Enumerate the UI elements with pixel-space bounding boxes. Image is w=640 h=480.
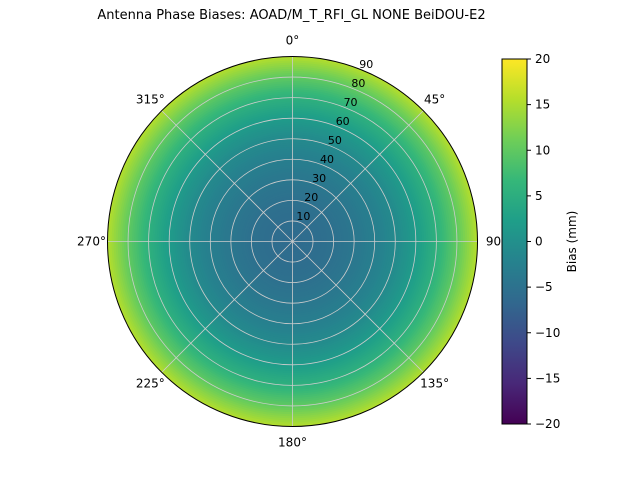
angular-tick-label: 315° xyxy=(136,92,165,106)
polar-grid xyxy=(107,56,478,427)
radial-tick-label: 30 xyxy=(312,172,326,185)
radial-tick-label: 40 xyxy=(320,153,334,166)
angular-tick-label: 135° xyxy=(420,377,449,391)
angular-tick-label: 0° xyxy=(286,34,300,48)
angular-tick-label: 225° xyxy=(136,377,165,391)
radial-tick-label: 70 xyxy=(344,96,358,109)
radial-tick-label: 10 xyxy=(296,210,310,223)
chart-title: Antenna Phase Biases: AOAD/M_T_RFI_GL NO… xyxy=(97,8,486,23)
colorbar-tick-label: 10 xyxy=(535,143,550,157)
radial-tick-label: 80 xyxy=(351,77,365,90)
radial-tick-label: 90 xyxy=(359,58,373,71)
colorbar-label: Bias (mm) xyxy=(565,211,579,273)
radial-tick-label: 20 xyxy=(304,191,318,204)
angular-gridline xyxy=(292,241,424,373)
plot-outline xyxy=(107,56,478,427)
colorbar-tick-label: 15 xyxy=(535,98,550,112)
colorbar-gradient xyxy=(501,58,528,425)
radial-tick-label: 60 xyxy=(336,115,350,128)
colorbar-tick-label: 0 xyxy=(535,235,543,249)
colorbar-tick-label: −5 xyxy=(535,280,553,294)
colorbar: 20 15 10 5 0 −5 −10 −15 −20 xyxy=(501,52,560,431)
angular-gridline xyxy=(161,110,293,242)
radial-tick-label: 50 xyxy=(328,134,342,147)
angular-tick-label: 45° xyxy=(424,92,445,106)
angular-tick-labels: 0° 45° 90 135° 180° 225° 270° 315° xyxy=(77,34,501,450)
angular-gridline xyxy=(292,110,424,242)
angular-gridline xyxy=(161,241,293,373)
angular-tick-label: 90 xyxy=(486,235,501,249)
colorbar-tick-label: −10 xyxy=(535,326,560,340)
angular-tick-label: 270° xyxy=(77,235,106,249)
colorbar-tick-label: −15 xyxy=(535,371,560,385)
colorbar-tick-label: −20 xyxy=(535,417,560,431)
colorbar-tick-label: 5 xyxy=(535,189,543,203)
angular-tick-label: 180° xyxy=(278,436,307,450)
colorbar-tick-label: 20 xyxy=(535,52,550,66)
radial-tick-labels: 10 20 30 40 50 60 70 80 90 xyxy=(296,58,373,223)
